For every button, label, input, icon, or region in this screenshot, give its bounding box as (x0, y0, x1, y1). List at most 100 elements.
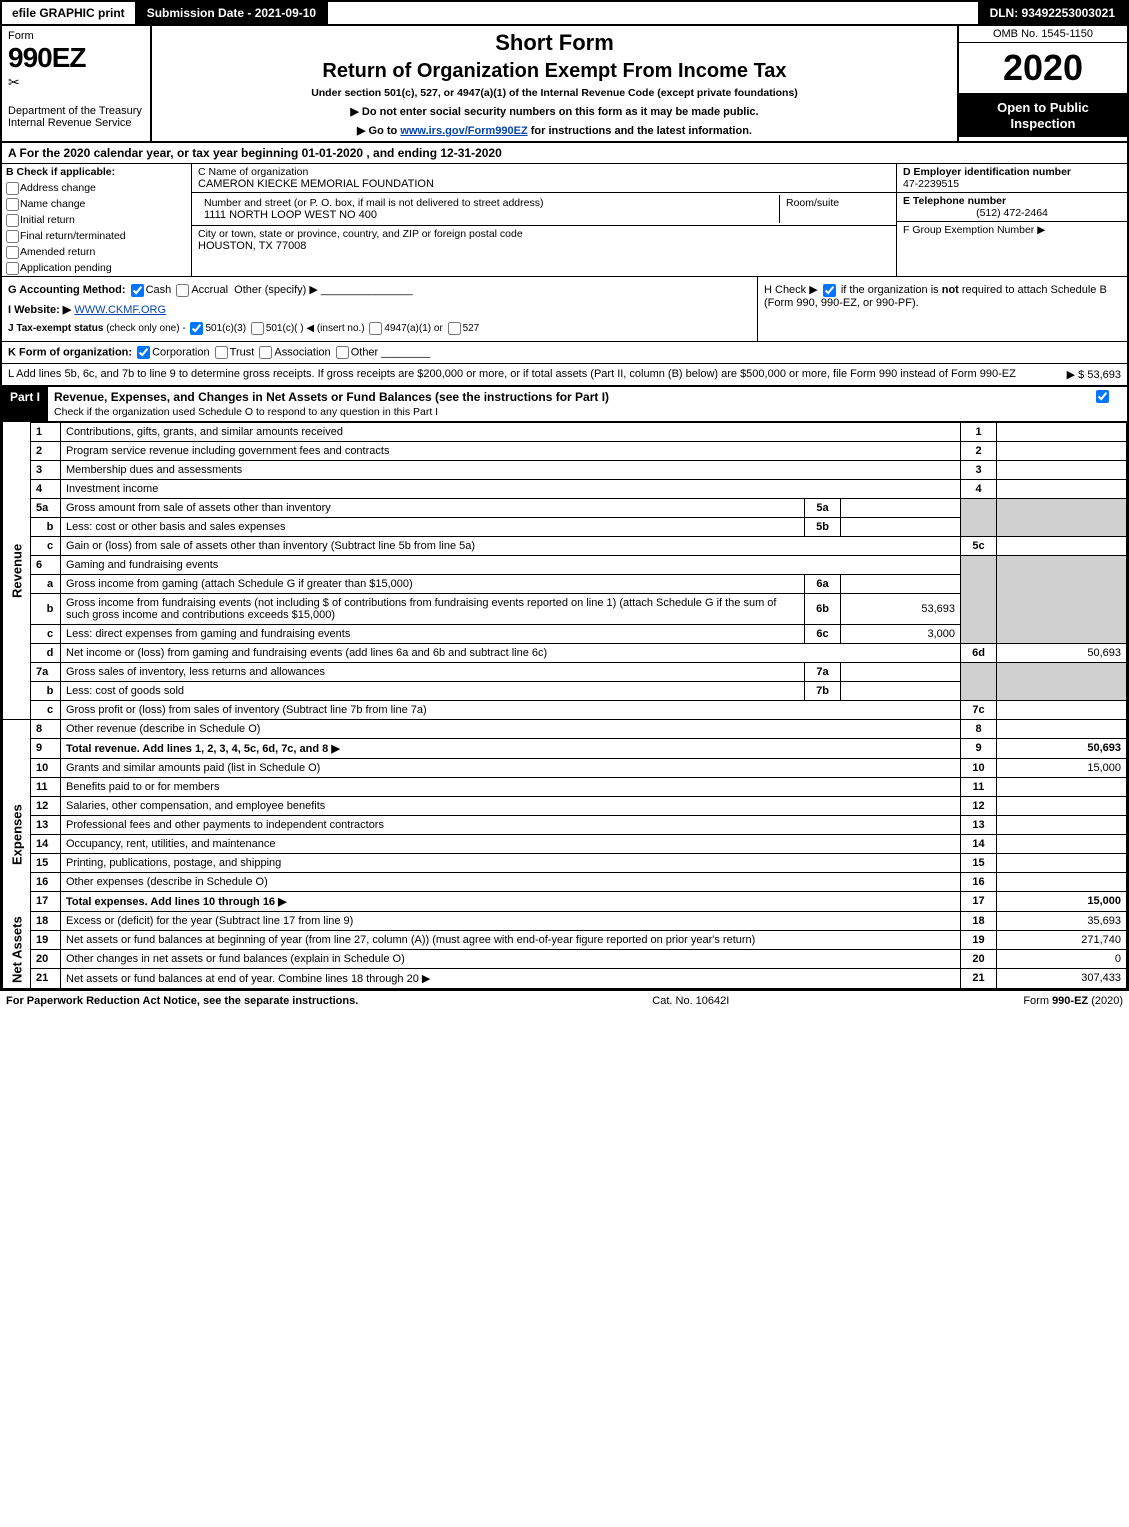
chk-501c[interactable] (251, 322, 264, 335)
l4-num: 4 (31, 479, 61, 498)
footer-right-b: 990-EZ (1052, 995, 1088, 1007)
inspect-line2: Inspection (963, 116, 1123, 132)
h-text1: H Check ▶ (764, 284, 818, 296)
l7a-num: 7a (31, 662, 61, 681)
l16-num: 16 (31, 872, 61, 891)
group-exemption-label: F Group Exemption Number ▶ (903, 224, 1045, 236)
chk-527[interactable] (448, 322, 461, 335)
l11-val (997, 777, 1127, 796)
l1-rlab: 1 (961, 422, 997, 441)
row-k: K Form of organization: Corporation Trus… (2, 342, 1127, 364)
chk-trust[interactable] (215, 346, 228, 359)
l14-num: 14 (31, 834, 61, 853)
l15-num: 15 (31, 853, 61, 872)
l7a-inlab: 7a (805, 662, 841, 681)
l7c-rlab: 7c (961, 700, 997, 719)
l9-val: 50,693 (997, 738, 1127, 758)
header-center: Short Form Return of Organization Exempt… (152, 26, 957, 141)
footer-left: For Paperwork Reduction Act Notice, see … (6, 995, 358, 1007)
l5c-rlab: 5c (961, 536, 997, 555)
chk-4947[interactable] (369, 322, 382, 335)
chk-application-pending[interactable]: Application pending (2, 260, 191, 276)
part1-title: Revenue, Expenses, and Changes in Net As… (54, 390, 609, 404)
chk-501c3[interactable] (190, 322, 203, 335)
l7ab-grey (961, 662, 997, 700)
chk-accrual[interactable] (176, 284, 189, 297)
l18-num: 18 (31, 911, 61, 930)
chk-h[interactable] (823, 284, 836, 297)
chk-association[interactable] (259, 346, 272, 359)
form-number: 990EZ (8, 42, 144, 74)
l7a-desc: Gross sales of inventory, less returns a… (61, 662, 805, 681)
chk-corporation[interactable] (137, 346, 150, 359)
g-label: G Accounting Method: (8, 284, 126, 296)
chk-final-return-input[interactable] (6, 230, 19, 243)
efile-print-button[interactable]: efile GRAPHIC print (2, 2, 137, 24)
tax-period-row: A For the 2020 calendar year, or tax yea… (2, 143, 1127, 164)
chk-amended-return[interactable]: Amended return (2, 244, 191, 260)
chk-final-return[interactable]: Final return/terminated (2, 228, 191, 244)
row-i: I Website: ▶ WWW.CKMF.ORG (8, 303, 751, 316)
j-label: J Tax-exempt status (8, 323, 103, 334)
k-assoc: Association (274, 346, 330, 358)
page-footer: For Paperwork Reduction Act Notice, see … (0, 991, 1129, 1011)
j-opt3: 4947(a)(1) or (384, 323, 442, 334)
chk-address-change-label: Address change (20, 182, 96, 194)
l7c-desc: Gross profit or (loss) from sales of inv… (61, 700, 961, 719)
chk-name-change-input[interactable] (6, 198, 19, 211)
irs-link[interactable]: www.irs.gov/Form990EZ (400, 125, 527, 137)
k-label: K Form of organization: (8, 346, 132, 358)
chk-initial-return-input[interactable] (6, 214, 19, 227)
l17-num: 17 (31, 891, 61, 911)
chk-amended-return-input[interactable] (6, 246, 19, 259)
l8-desc: Other revenue (describe in Schedule O) (61, 719, 961, 738)
j-opt2: 501(c)( ) ◀ (insert no.) (266, 323, 365, 334)
chk-application-pending-input[interactable] (6, 262, 19, 275)
l6b-inval: 53,693 (841, 593, 961, 624)
l3-rlab: 3 (961, 460, 997, 479)
l6d-num: d (31, 643, 61, 662)
chk-cash[interactable] (131, 284, 144, 297)
chk-part1-scho[interactable] (1096, 390, 1109, 403)
header-left: Form 990EZ ✂ Department of the Treasury … (2, 26, 152, 141)
l14-desc: Occupancy, rent, utilities, and maintena… (61, 834, 961, 853)
website-link[interactable]: WWW.CKMF.ORG (74, 304, 166, 316)
room-suite-label: Room/suite (786, 197, 839, 209)
chk-name-change[interactable]: Name change (2, 196, 191, 212)
row-g: G Accounting Method: Cash Accrual Other … (8, 283, 751, 297)
side-revenue: Revenue (3, 422, 31, 719)
l6c-num: c (31, 624, 61, 643)
l14-val (997, 834, 1127, 853)
chk-final-return-label: Final return/terminated (20, 230, 126, 242)
l4-val (997, 479, 1127, 498)
chk-other-org[interactable] (336, 346, 349, 359)
chk-name-change-label: Name change (20, 198, 85, 210)
l6b-num: b (31, 593, 61, 624)
l9-rlab: 9 (961, 738, 997, 758)
l7c-num: c (31, 700, 61, 719)
l5a-desc: Gross amount from sale of assets other t… (61, 498, 805, 517)
l1-num: 1 (31, 422, 61, 441)
form-word: Form (8, 30, 144, 42)
l17-val: 15,000 (997, 891, 1127, 911)
l15-desc: Printing, publications, postage, and shi… (61, 853, 961, 872)
chk-initial-return[interactable]: Initial return (2, 212, 191, 228)
l15-val (997, 853, 1127, 872)
chk-address-change[interactable]: Address change (2, 180, 191, 196)
org-name-cell: C Name of organization CAMERON KIECKE ME… (192, 164, 896, 193)
j-small: (check only one) - (106, 323, 188, 334)
l5b-num: b (31, 517, 61, 536)
l13-val (997, 815, 1127, 834)
omb-number: OMB No. 1545-1150 (959, 26, 1127, 43)
row-l: L Add lines 5b, 6c, and 7b to line 9 to … (2, 364, 1127, 386)
l9-num: 9 (31, 738, 61, 758)
l21-desc: Net assets or fund balances at end of ye… (61, 968, 961, 988)
org-addr-value: 1111 NORTH LOOP WEST NO 400 (204, 209, 377, 221)
chk-address-change-input[interactable] (6, 182, 19, 195)
inspect-line1: Open to Public (963, 100, 1123, 116)
l6c-desc: Less: direct expenses from gaming and fu… (61, 624, 805, 643)
l5b-desc: Less: cost or other basis and sales expe… (61, 517, 805, 536)
l12-num: 12 (31, 796, 61, 815)
dln-label: DLN: 93492253003021 (978, 2, 1127, 24)
org-info-grid: B Check if applicable: Address change Na… (2, 164, 1127, 277)
